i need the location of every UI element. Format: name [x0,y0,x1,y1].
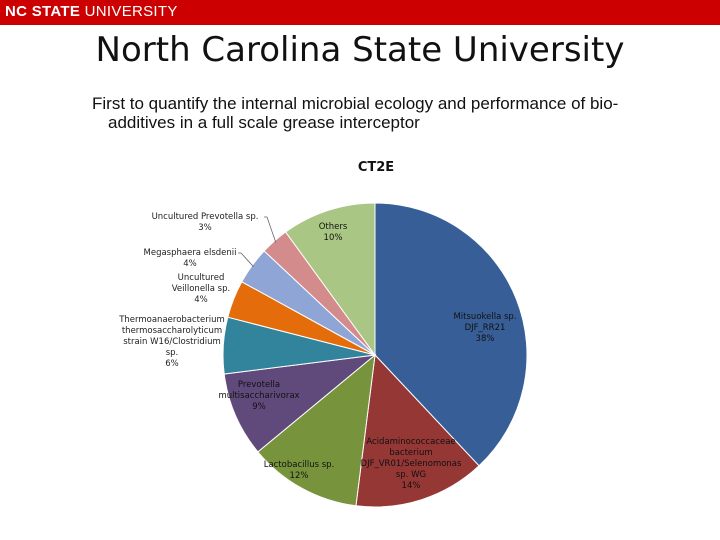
slice-label-4: Prevotella multisaccharivorax 9% [218,380,299,412]
pie-slice-1 [374,202,528,467]
slide-title: North Carolina State University [95,30,625,70]
pie-slice-3 [257,353,376,507]
chart-title: CT2E [358,160,394,175]
university-banner: NC STATE UNIVERSITY [0,0,720,25]
slice-label-1: Mitsuokella sp. DJF_RR21 38% [453,312,516,344]
slice-label-6: Uncultured Veillonella sp. 4% [172,273,230,305]
subtitle-line-1: First to quantify the internal microbial… [92,94,619,113]
pie-slice-4 [223,354,377,453]
brand-bold: NC STATE [5,3,81,20]
slice-label-2: Acidaminococcaceae bacterium DJF_VR01/Sele… [361,437,462,491]
pie-slice-9 [284,202,376,357]
leader-line-8 [264,216,277,243]
brand-rest: UNIVERSITY [84,3,178,20]
slice-label-8: Uncultured Prevotella sp. 3% [152,212,259,233]
subtitle-line-2: additives in a full scale grease interce… [108,113,420,132]
leader-lines [238,216,277,268]
slide-subtitle: First to quantify the internal microbial… [92,94,692,132]
pie-slice-2 [355,353,480,508]
slice-label-7: Megasphaera elsdenii 4% [144,248,237,269]
slice-label-3: Lactobacillus sp. 12% [264,460,335,481]
brand-wordmark: NC STATE UNIVERSITY [5,3,178,20]
slice-label-5: Thermoanaerobacterium thermosaccharolytic… [118,315,225,369]
slice-labels: Mitsuokella sp. DJF_RR21 38% Acidaminococca… [118,212,516,491]
pie-slices [222,202,528,508]
slice-label-9: Others 10% [319,222,348,243]
leader-line-7 [238,252,254,268]
